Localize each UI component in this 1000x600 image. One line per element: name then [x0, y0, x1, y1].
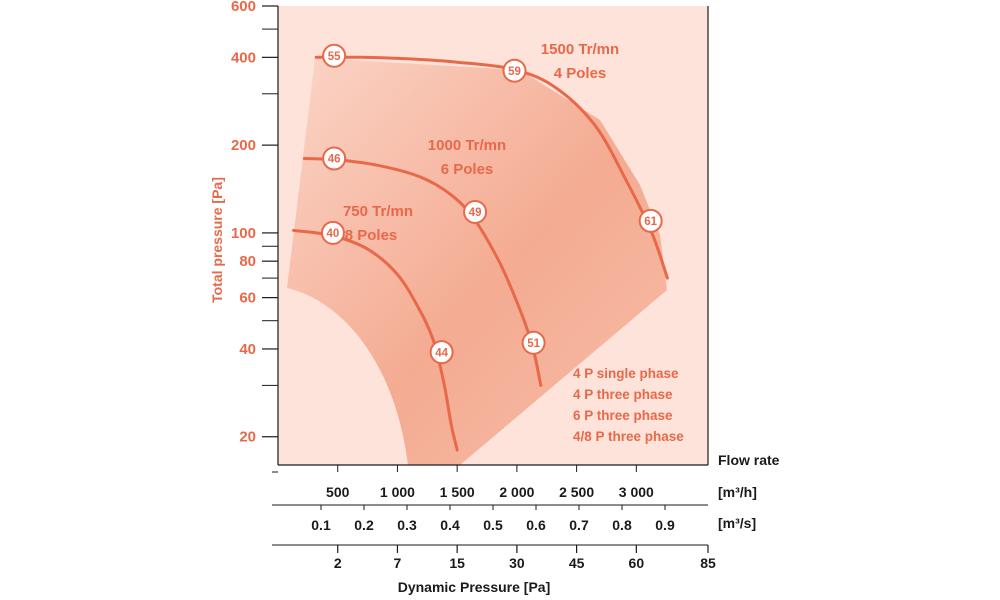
legend-item-4: 4/8 P three phase [573, 429, 684, 444]
dp-tick-label: 30 [509, 555, 525, 571]
curve-label-1500-line2: 4 Poles [554, 65, 607, 82]
x-tick-label: 2 500 [559, 484, 594, 500]
x-axis-title: Flow rate [718, 452, 780, 468]
y-tick-label: 20 [239, 429, 256, 446]
dynamic-pressure-title: Dynamic Pressure [Pa] [398, 579, 551, 595]
curve-marker [322, 146, 347, 171]
curve-marker [322, 43, 347, 68]
x2-tick-label: 0.3 [397, 517, 417, 533]
curve-marker [638, 208, 663, 233]
x-axis-ticks: 500 1 000 1 500 2 000 2 500 3 000 0.1 0.2 0.3 0.4… [272, 465, 716, 571]
curve-label-1500-line1: 1500 Tr/mn [541, 41, 619, 58]
curve-marker-label: 59 [508, 66, 521, 78]
curve-label-1000-line2: 6 Poles [441, 161, 494, 178]
y-tick-label: 600 [231, 0, 256, 15]
x2-tick-label: 0.2 [354, 517, 374, 533]
x2-tick-label: 0.1 [311, 517, 331, 533]
x2-tick-label: 0.4 [440, 517, 460, 533]
curve-marker [320, 220, 345, 245]
curve-marker-label: 40 [327, 228, 340, 240]
curve-marker-label: 46 [328, 154, 341, 166]
flow-unit-m3h: [m³/h] [718, 484, 757, 500]
curve-marker [521, 330, 546, 355]
y-tick-label: 200 [231, 137, 256, 154]
curve-marker [429, 340, 454, 365]
y-axis-ticks: 600 400 200 100 80 60 40 20 [231, 0, 278, 446]
curve-label-750-line2: 8 Poles [345, 227, 398, 244]
performance-curve [292, 228, 459, 452]
x-tick-label: 3 000 [619, 484, 654, 500]
curve-markers: 55 59 61 46 49 51 40 44 [320, 43, 663, 365]
dp-tick-label: 85 [700, 555, 716, 571]
x-tick-label: 1 000 [380, 484, 415, 500]
curve-marker [502, 58, 527, 83]
curve-label-1000-line1: 1000 Tr/mn [428, 137, 506, 154]
x2-tick-label: 0.9 [655, 517, 675, 533]
legend-item-1: 4 P single phase [573, 366, 679, 381]
flow-unit-m3s: [m³/s] [718, 515, 756, 531]
y-tick-label: 40 [239, 341, 256, 358]
curve-marker-label: 44 [435, 347, 448, 359]
curve-marker [463, 199, 488, 224]
curve-marker-label: 61 [644, 216, 657, 228]
x-tick-label: 500 [326, 484, 350, 500]
curve-marker-label: 55 [328, 51, 341, 63]
curve-marker-label: 51 [527, 338, 540, 350]
dp-tick-label: 7 [394, 555, 402, 571]
dp-tick-label: 15 [449, 555, 465, 571]
x-tick-label: 2 000 [499, 484, 534, 500]
y-axis-title: Total pressure [Pa] [209, 177, 225, 303]
dp-tick-label: 45 [569, 555, 585, 571]
dp-tick-label: 60 [629, 555, 645, 571]
x-tick-label: 1 500 [440, 484, 475, 500]
curve-label-750-line1: 750 Tr/mn [343, 203, 413, 220]
operating-region [287, 58, 667, 465]
y-tick-label: 80 [239, 253, 256, 270]
y-tick-label: 400 [231, 49, 256, 66]
performance-curve [314, 55, 669, 280]
x2-tick-label: 0.5 [483, 517, 503, 533]
y-tick-label: 60 [239, 290, 256, 307]
legend-item-2: 4 P three phase [573, 387, 673, 402]
legend-item-3: 6 P three phase [573, 408, 673, 423]
dp-tick-label: 2 [334, 555, 342, 571]
x2-tick-label: 0.7 [569, 517, 589, 533]
curve-marker-label: 49 [469, 207, 482, 219]
y-tick-label: 100 [231, 225, 256, 242]
x2-tick-label: 0.8 [612, 517, 632, 533]
x2-tick-label: 0.6 [526, 517, 546, 533]
